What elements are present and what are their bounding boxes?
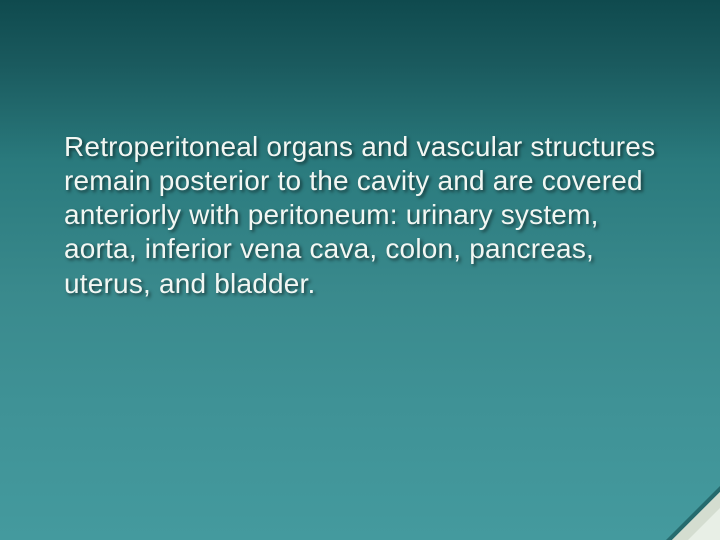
slide-content: Retroperitoneal organs and vascular stru… — [64, 130, 660, 301]
page-curl-icon — [666, 486, 720, 540]
body-text: Retroperitoneal organs and vascular stru… — [64, 130, 660, 301]
